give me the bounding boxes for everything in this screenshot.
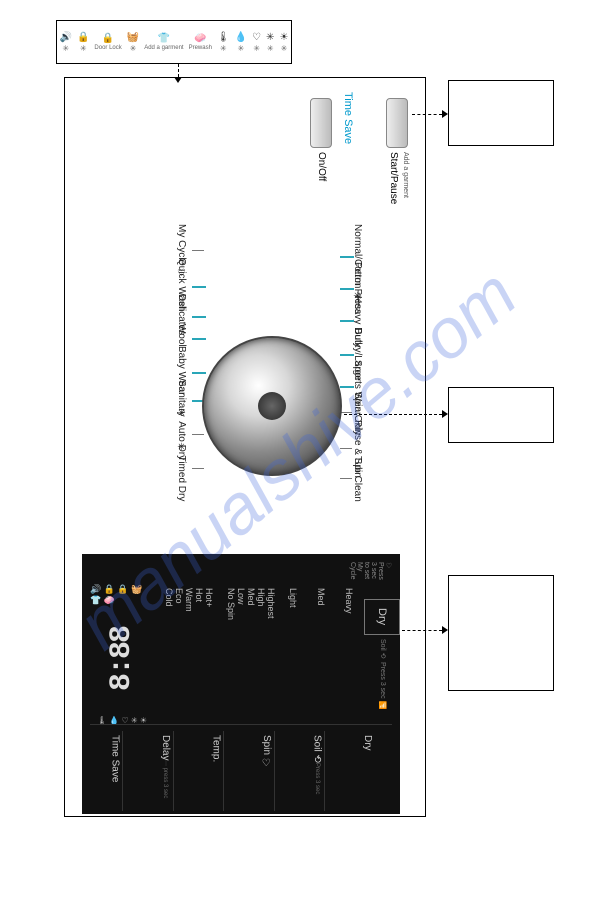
legend-item: ✳✳ (266, 32, 274, 53)
cycle-tick (340, 288, 354, 290)
arrow-icon (442, 626, 448, 634)
legend-item: 🧺✳ (127, 32, 139, 53)
callout-line (402, 630, 442, 631)
power-label: On/Off (316, 152, 327, 181)
cycle-tick (340, 386, 354, 388)
lcd-delay-button[interactable]: Delay⋯ press 3 sec (158, 731, 174, 811)
cycle-tick (192, 286, 206, 288)
cycle-dial[interactable] (202, 336, 342, 476)
callout-box-lcd (448, 575, 554, 691)
lcd-right-note: Soil ⟲ (378, 639, 386, 658)
arrow-icon (442, 410, 448, 418)
legend-item: 🔒✳ (77, 32, 89, 53)
cycle-tick (192, 372, 206, 374)
cycle-tick (340, 448, 352, 449)
callout-box-power (448, 80, 554, 146)
lcd-dry-button2[interactable]: Dry (360, 731, 375, 811)
start-sublabel: Add a garment (402, 152, 409, 198)
lcd-top-icons: 🔊 🔒 🔒 🧺 👕 🧼 (90, 584, 154, 606)
lcd-spin-column: HighestHighMedLowNo Spin (224, 584, 278, 724)
cycle-label: Wool (176, 324, 187, 347)
cycle-label: ✳ Timed Dry (176, 442, 187, 501)
lcd-temp-column: Hot+HotWarmEcoCold (162, 584, 216, 724)
lcd-button-row: Time Save Delay⋯ press 3 sec Temp. Spin … (90, 724, 392, 811)
power-button[interactable] (310, 98, 332, 148)
legend-item: ☀✳ (279, 32, 288, 53)
start-label: Start/Pause (388, 152, 399, 204)
cycle-tick (192, 468, 204, 469)
callout-box-dial (448, 387, 554, 443)
lcd-mycycle-note: ♡ Press 3 sec to set My Cycle (90, 562, 392, 580)
lcd-soil-column: HeavyMedLight (286, 584, 356, 724)
cycle-tick (192, 338, 206, 340)
timesave-header: Time Save (342, 92, 354, 144)
cycle-tick (340, 354, 354, 356)
start-pause-button[interactable] (386, 98, 408, 148)
legend-item: 💧✳ (235, 32, 247, 53)
legend-item: 🌡✳ (217, 32, 230, 53)
legend-item: 👕Add a garment (144, 33, 183, 51)
lcd-timesave-button[interactable]: Time Save (107, 731, 123, 811)
legend-item: 🧼Prewash (189, 33, 212, 51)
lcd-right-note2: Press 3 sec 📶 (378, 662, 386, 709)
lcd-dry-button[interactable]: Dry (364, 599, 400, 635)
legend-item: 🔒Door Lock (94, 33, 121, 51)
lcd-display: ♡ Press 3 sec to set My Cycle 🔊 🔒 🔒 🧺 👕 … (82, 554, 400, 814)
lcd-digits: 8:88 (105, 627, 139, 691)
icon-legend-box: 🔊✳ 🔒✳ 🔒Door Lock 🧺✳ 👕Add a garment 🧼Prew… (56, 20, 292, 64)
legend-item: ♡✳ (252, 32, 261, 53)
cycle-tick (340, 320, 354, 322)
cycle-label: Tub Clean (352, 456, 363, 502)
callout-line (178, 64, 179, 77)
cycle-tick (340, 412, 352, 413)
lcd-dry-section: Dry Soil ⟲ Press 3 sec 📶 (364, 584, 400, 724)
cycle-tick (192, 250, 204, 251)
arrow-icon (174, 77, 182, 83)
cycle-tick (192, 434, 204, 435)
arrow-icon (442, 110, 448, 118)
lcd-digit-block: 🔊 🔒 🔒 🧺 👕 🧼 8:88 🌡 💧 ♡ ✳ ☀ (90, 584, 154, 724)
cycle-tick (340, 256, 354, 258)
lcd-temp-button[interactable]: Temp. (208, 731, 224, 811)
callout-line (412, 114, 442, 115)
cycle-tick (340, 478, 352, 479)
cycle-tick (192, 316, 206, 318)
lcd-soil-button[interactable]: Soil ⟲Press 3 sec (309, 731, 325, 811)
legend-item: 🔊✳ (60, 32, 72, 53)
lcd-spin-button[interactable]: Spin ♡ (259, 731, 275, 811)
